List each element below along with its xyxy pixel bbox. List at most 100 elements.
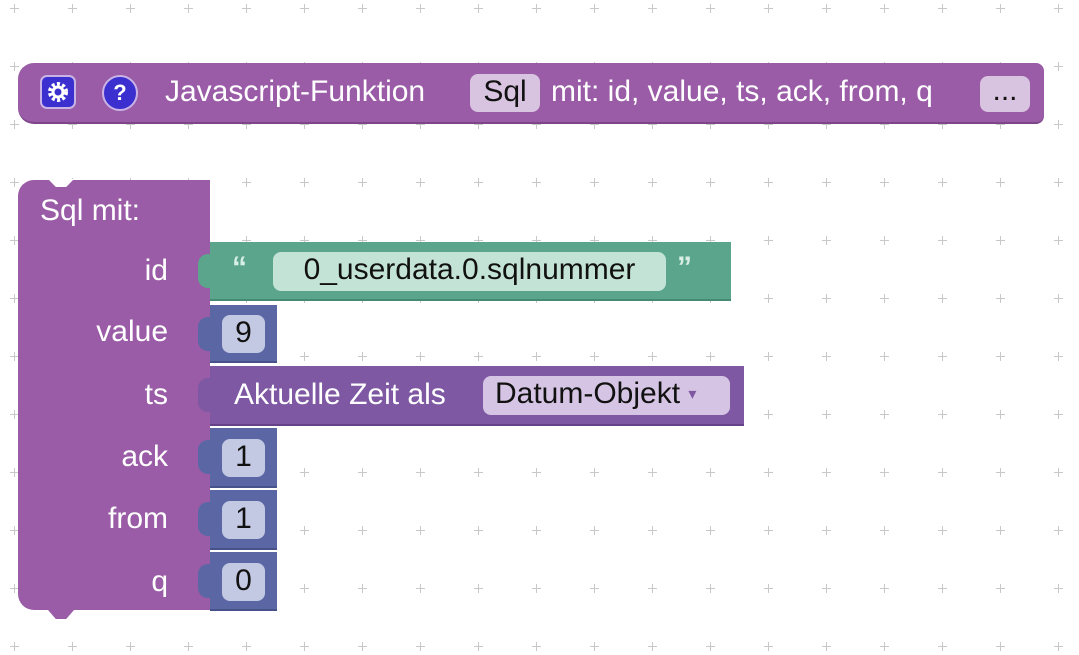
grid-cross — [416, 526, 425, 535]
number-field-ack[interactable]: 1 — [222, 439, 265, 477]
grid-cross — [880, 468, 889, 477]
grid-cross — [1054, 294, 1063, 303]
grid-cross — [474, 120, 483, 129]
grid-cross — [938, 468, 947, 477]
more-button[interactable]: ... — [980, 76, 1030, 112]
grid-cross — [822, 584, 831, 593]
grid-cross — [126, 4, 135, 13]
grid-cross — [300, 178, 309, 187]
time-block-ts[interactable]: Aktuelle Zeit als Datum-Objekt ▾ — [198, 366, 744, 426]
grid-cross — [996, 526, 1005, 535]
grid-cross — [880, 294, 889, 303]
grid-cross — [10, 642, 19, 651]
grid-cross — [10, 120, 19, 129]
grid-cross — [996, 4, 1005, 13]
grid-cross — [880, 642, 889, 651]
grid-cross — [938, 642, 947, 651]
grid-cross — [10, 294, 19, 303]
grid-cross — [300, 642, 309, 651]
function-name-field[interactable]: Sql — [470, 74, 540, 112]
number-block-ack[interactable]: 1 — [198, 428, 277, 488]
grid-cross — [126, 642, 135, 651]
grid-cross — [996, 410, 1005, 419]
grid-cross — [822, 294, 831, 303]
grid-cross — [648, 236, 657, 245]
grid-cross — [764, 468, 773, 477]
grid-cross — [764, 410, 773, 419]
number-field-from[interactable]: 1 — [222, 501, 265, 539]
number-block-from[interactable]: 1 — [198, 490, 277, 550]
grid-cross — [474, 526, 483, 535]
grid-cross — [532, 584, 541, 593]
grid-cross — [532, 526, 541, 535]
grid-cross — [242, 4, 251, 13]
grid-cross — [764, 526, 773, 535]
grid-cross — [706, 120, 715, 129]
grid-cross — [184, 120, 193, 129]
grid-cross — [416, 584, 425, 593]
string-value-field[interactable]: 0_userdata.0.sqlnummer — [273, 252, 666, 291]
grid-cross — [10, 178, 19, 187]
grid-cross — [938, 584, 947, 593]
function-title: Javascript-Funktion — [165, 75, 426, 108]
grid-cross — [648, 584, 657, 593]
grid-cross — [1054, 410, 1063, 419]
grid-cross — [938, 120, 947, 129]
grid-cross — [184, 642, 193, 651]
grid-cross — [10, 410, 19, 419]
grid-cross — [300, 4, 309, 13]
function-call-block[interactable]: Sql mit: id value ts ack from q — [18, 179, 210, 619]
grid-cross — [68, 642, 77, 651]
grid-cross — [996, 642, 1005, 651]
number-field-q[interactable]: 0 — [222, 563, 265, 601]
grid-cross — [1054, 352, 1063, 361]
dropdown-value: Datum-Objekt — [495, 377, 681, 410]
bottom-notch — [48, 610, 74, 619]
connector-tab — [198, 378, 212, 412]
help-icon[interactable]: ? — [102, 75, 138, 111]
grid-cross — [416, 352, 425, 361]
grid-cross — [300, 352, 309, 361]
grid-cross — [706, 642, 715, 651]
grid-cross — [880, 584, 889, 593]
connector-tab — [198, 317, 212, 351]
grid-cross — [126, 120, 135, 129]
grid-cross — [764, 352, 773, 361]
grid-cross — [474, 178, 483, 187]
number-block-q[interactable]: 0 — [198, 552, 277, 611]
grid-cross — [10, 468, 19, 477]
grid-cross — [242, 120, 251, 129]
grid-cross — [590, 120, 599, 129]
grid-cross — [764, 120, 773, 129]
function-definition-block[interactable]: ? Javascript-Funktion Sql mit: id, value… — [18, 63, 1044, 124]
grid-cross — [10, 62, 19, 71]
number-field-value[interactable]: 9 — [222, 315, 265, 353]
grid-cross — [1054, 584, 1063, 593]
grid-cross — [358, 120, 367, 129]
grid-cross — [474, 236, 483, 245]
grid-cross — [822, 236, 831, 245]
grid-cross — [648, 120, 657, 129]
connector-tab — [198, 440, 212, 474]
grid-cross — [358, 352, 367, 361]
call-title: Sql mit: — [40, 194, 141, 227]
grid-cross — [474, 4, 483, 13]
gear-icon[interactable] — [40, 75, 76, 109]
connector-tab — [198, 502, 212, 536]
grid-cross — [300, 120, 309, 129]
number-block-value[interactable]: 9 — [198, 305, 277, 363]
grid-cross — [242, 236, 251, 245]
grid-cross — [416, 120, 425, 129]
connector-tab — [198, 564, 212, 598]
grid-cross — [648, 526, 657, 535]
grid-cross — [532, 120, 541, 129]
string-block-id[interactable]: “ 0_userdata.0.sqlnummer ” — [198, 242, 731, 301]
grid-cross — [764, 294, 773, 303]
close-quote-icon: ” — [677, 251, 692, 284]
grid-cross — [532, 352, 541, 361]
input-label-ack: ack — [121, 440, 168, 473]
grid-cross — [474, 468, 483, 477]
grid-cross — [1054, 236, 1063, 245]
time-format-dropdown[interactable]: Datum-Objekt ▾ — [483, 376, 730, 415]
grid-cross — [822, 526, 831, 535]
